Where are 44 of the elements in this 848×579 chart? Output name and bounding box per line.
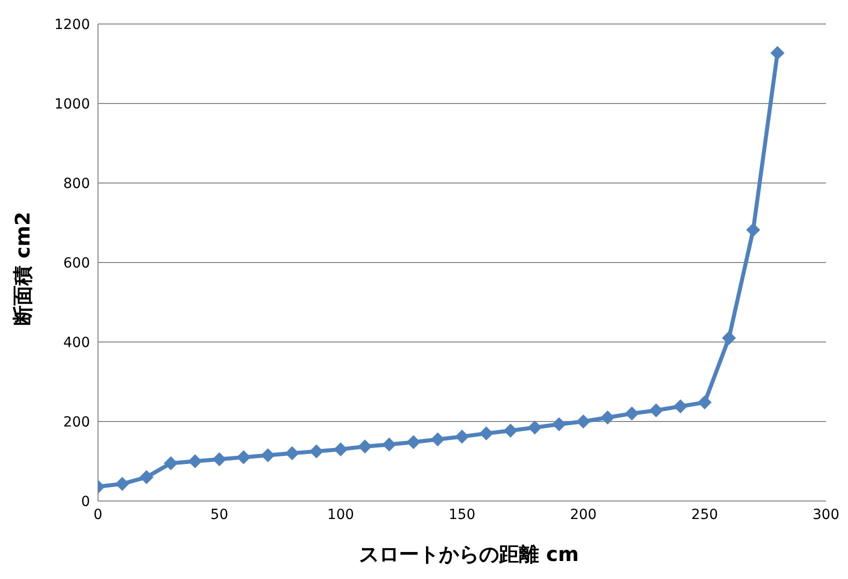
point [698, 395, 712, 410]
point [309, 444, 324, 458]
x-tick-label: 100 [327, 506, 354, 523]
x-tick-label: 250 [691, 506, 718, 523]
point [576, 414, 590, 428]
point [624, 406, 639, 421]
x-tick-label: 0 [94, 506, 102, 523]
point [334, 442, 348, 456]
point [722, 331, 736, 346]
point [140, 470, 154, 484]
point [382, 438, 396, 452]
y-axis-title: 断面積 cm2 [10, 211, 36, 325]
point [552, 417, 566, 432]
point [455, 430, 469, 444]
point [260, 448, 275, 462]
point [504, 424, 518, 438]
x-axis-title: スロートからの距離 cm [358, 541, 580, 568]
point [236, 450, 251, 464]
point [164, 456, 178, 470]
point [600, 410, 615, 425]
point [115, 476, 130, 491]
point [770, 46, 784, 60]
point [285, 446, 300, 460]
y-tick-label: 200 [63, 414, 90, 430]
y-tick-label: 0 [81, 494, 90, 510]
point [746, 222, 760, 237]
y-tick-label: 400 [63, 334, 90, 351]
y-tick-label: 800 [63, 176, 90, 192]
point [358, 440, 372, 454]
point [673, 399, 688, 414]
x-tick-label: 300 [812, 506, 840, 523]
point [188, 454, 202, 468]
y-tick-label: 1000 [54, 96, 90, 112]
point [212, 452, 226, 466]
point [528, 420, 542, 434]
x-tick-label: 150 [448, 506, 476, 523]
x-tick-label: 200 [570, 506, 597, 523]
y-tick-label: 600 [63, 255, 90, 272]
point [649, 403, 664, 418]
x-tick-label: 50 [210, 506, 228, 523]
point [406, 435, 420, 450]
point [479, 426, 494, 440]
point [430, 432, 445, 446]
y-tick-label: 1200 [54, 16, 90, 33]
